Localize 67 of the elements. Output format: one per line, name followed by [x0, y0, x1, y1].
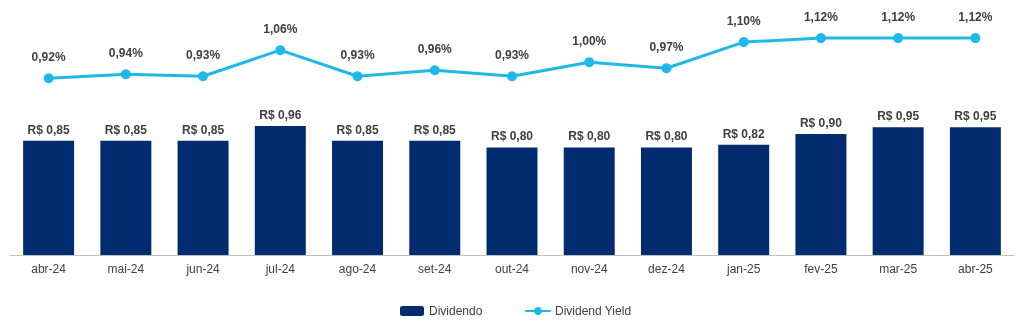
data-label: 0,93% — [494, 48, 530, 63]
data-label: R$ 0,80 — [645, 129, 688, 144]
x-tick-label: ago-24 — [338, 262, 377, 276]
x-tick-label: fev-25 — [804, 262, 838, 276]
data-label: 1,12% — [958, 10, 993, 25]
point — [815, 33, 826, 44]
x-tick-label: abr-25 — [958, 262, 994, 276]
x-tick-label: abr-24 — [31, 262, 67, 276]
point — [661, 63, 672, 74]
data-label: 1,06% — [263, 22, 298, 37]
point — [198, 71, 209, 82]
bar — [563, 147, 615, 255]
point — [738, 37, 749, 48]
data-label: 0,96% — [417, 42, 453, 57]
data-label: 1,12% — [881, 10, 916, 25]
bar — [409, 140, 461, 255]
bar — [177, 140, 229, 255]
legend-label: Dividendo — [429, 304, 483, 318]
bar — [795, 133, 847, 255]
data-label: R$ 0,85 — [336, 122, 379, 137]
data-label: R$ 0,90 — [799, 115, 843, 130]
x-tick-label: nov-24 — [570, 262, 608, 276]
data-label: 0,92% — [31, 50, 66, 65]
data-label: 0,93% — [186, 48, 221, 63]
data-label: R$ 0,85 — [27, 122, 70, 137]
point — [429, 65, 440, 76]
data-label: R$ 0,95 — [954, 109, 997, 124]
data-label: 1,10% — [726, 14, 762, 29]
point — [584, 57, 595, 68]
point — [507, 71, 517, 82]
data-label: R$ 0,85 — [182, 122, 225, 137]
data-label: 0,97% — [649, 40, 684, 55]
data-label: 0,94% — [108, 46, 144, 61]
point — [120, 69, 131, 80]
x-tick-label: mai-24 — [107, 262, 145, 276]
x-tick-label: mar-25 — [879, 262, 918, 276]
bar — [100, 140, 152, 255]
data-label: R$ 0,95 — [877, 109, 920, 124]
x-tick-label: jul-24 — [264, 262, 296, 276]
x-tick-label: out-24 — [494, 262, 530, 276]
point — [275, 45, 286, 56]
data-label: R$ 0,80 — [490, 129, 534, 144]
x-tick-label: set-24 — [418, 262, 452, 276]
bar — [718, 144, 770, 255]
data-label: R$ 0,82 — [722, 126, 766, 141]
data-label: R$ 0,80 — [568, 129, 611, 144]
data-label: 0,93% — [340, 48, 375, 63]
bar — [254, 125, 306, 255]
x-tick-label: jan-25 — [726, 262, 761, 276]
x-tick-label: dez-24 — [648, 262, 686, 276]
bar — [949, 127, 1001, 255]
point — [970, 33, 981, 44]
data-label: 1,00% — [572, 34, 607, 49]
point — [893, 33, 904, 44]
bar — [872, 127, 924, 255]
data-label: 1,12% — [803, 10, 839, 25]
point — [43, 73, 54, 84]
bar — [23, 140, 75, 255]
x-tick-label: jun-24 — [185, 262, 221, 276]
bar — [486, 147, 538, 255]
data-label: R$ 0,85 — [104, 122, 148, 137]
legend-label: Dividend Yield — [555, 304, 632, 318]
data-label: R$ 0,85 — [413, 122, 457, 137]
point — [352, 71, 363, 82]
bar — [332, 140, 384, 255]
bar — [640, 147, 692, 255]
data-label: R$ 0,96 — [259, 107, 302, 122]
